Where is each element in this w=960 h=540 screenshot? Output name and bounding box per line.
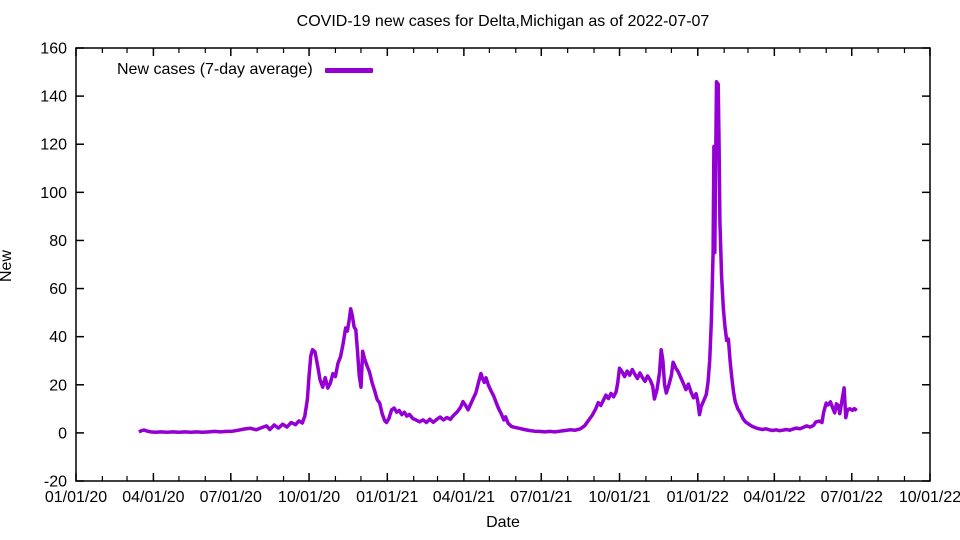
x-tick-label: 07/01/21 <box>510 489 572 506</box>
x-axis-ticks: 01/01/20 04/01/20 07/01/20 10/01/20 01/01/21… <box>45 48 960 506</box>
x-axis-label: Date <box>486 514 520 531</box>
y-tick-label: -20 <box>44 474 67 491</box>
y-tick-label: 0 <box>58 425 67 442</box>
y-tick-label: 140 <box>40 89 67 106</box>
y-tick-label: 20 <box>49 377 67 394</box>
x-tick-label: 01/01/21 <box>356 489 418 506</box>
data-line <box>138 79 858 434</box>
legend: New cases (7-day average) <box>117 61 373 79</box>
x-tick-label: 07/01/22 <box>821 489 883 506</box>
y-tick-label: 160 <box>40 41 67 58</box>
y-tick-label: 40 <box>49 329 67 346</box>
x-tick-label: 04/01/22 <box>743 489 805 506</box>
x-tick-label: 01/01/20 <box>45 489 107 506</box>
y-tick-label: 80 <box>49 233 67 250</box>
axis-frame <box>75 47 931 482</box>
x-tick-label: 04/01/20 <box>122 489 184 506</box>
legend-label: New cases (7-day average) <box>117 61 313 78</box>
legend-line-sample <box>324 67 373 73</box>
y-tick-label: 100 <box>40 185 67 202</box>
x-tick-label: 10/01/22 <box>899 489 960 506</box>
x-axis-minor-ticks <box>101 48 906 481</box>
y-tick-label: 120 <box>40 137 67 154</box>
x-tick-label: 04/01/21 <box>433 489 495 506</box>
y-tick-label: 60 <box>49 281 67 298</box>
y-axis-ticks: -20 0 20 40 60 80 100 120 140 160 <box>40 41 930 491</box>
chart-title: COVID-19 new cases for Delta,Michigan as… <box>296 13 710 30</box>
x-tick-label: 10/01/20 <box>278 489 340 506</box>
x-tick-label: 07/01/20 <box>200 489 262 506</box>
x-tick-label: 01/01/22 <box>667 489 729 506</box>
x-tick-label: 10/01/21 <box>588 489 650 506</box>
